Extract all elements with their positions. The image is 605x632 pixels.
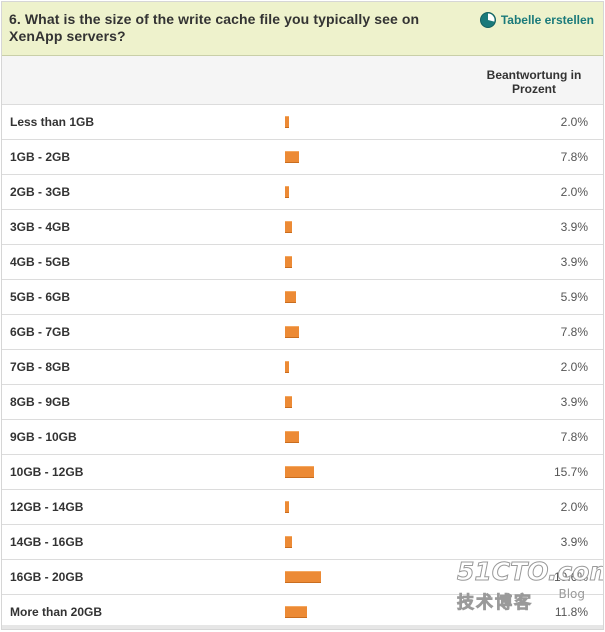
response-row: 5GB - 6GB 5.9% <box>2 280 603 315</box>
response-bar <box>285 186 289 198</box>
row-label: 4GB - 5GB <box>10 255 71 269</box>
response-row: 9GB - 10GB 7.8% <box>2 420 603 455</box>
response-bar <box>285 501 289 513</box>
bottom-border-strip <box>2 625 603 629</box>
row-label: 3GB - 4GB <box>10 220 71 234</box>
response-row: 14GB - 16GB 3.9% <box>2 525 603 560</box>
row-percent-value: 3.9% <box>560 395 588 409</box>
response-row: 10GB - 12GB 15.7% <box>2 455 603 490</box>
response-row: 7GB - 8GB 2.0% <box>2 350 603 385</box>
response-row: Less than 1GB 2.0% <box>2 105 603 140</box>
response-row: More than 20GB 11.8% <box>2 595 603 629</box>
response-bar <box>285 466 314 478</box>
column-header-row: Beantwortung in Prozent <box>2 56 603 105</box>
row-percent-value: 2.0% <box>560 500 588 514</box>
response-bar <box>285 256 292 268</box>
row-percent-value: 7.8% <box>560 430 588 444</box>
response-row: 3GB - 4GB 3.9% <box>2 210 603 245</box>
row-label: 12GB - 14GB <box>10 500 84 514</box>
response-row: 4GB - 5GB 3.9% <box>2 245 603 280</box>
response-bar <box>285 151 299 163</box>
response-rows: Less than 1GB 2.0% 1GB - 2GB 7.8% 2GB - 3GB 2… <box>2 105 603 629</box>
response-row: 6GB - 7GB 7.8% <box>2 315 603 350</box>
row-percent-value: 3.9% <box>560 255 588 269</box>
create-table-button[interactable]: Tabelle erstellen <box>479 12 594 28</box>
response-bar <box>285 606 307 618</box>
row-label: Less than 1GB <box>10 115 95 129</box>
response-row: 8GB - 9GB 3.9% <box>2 385 603 420</box>
response-bar <box>285 291 296 303</box>
pie-chart-icon <box>479 12 496 28</box>
row-percent-value: 7.8% <box>560 325 588 339</box>
row-label: More than 20GB <box>10 605 103 619</box>
response-bar <box>285 571 321 583</box>
response-row: 2GB - 3GB 2.0% <box>2 175 603 210</box>
row-label: 7GB - 8GB <box>10 360 71 374</box>
response-bar <box>285 431 299 443</box>
response-percent-header: Beantwortung in Prozent <box>486 68 582 96</box>
response-bar <box>285 361 289 373</box>
row-percent-value: 15.7% <box>553 465 588 479</box>
response-row: 12GB - 14GB 2.0% <box>2 490 603 525</box>
row-label: 5GB - 6GB <box>10 290 71 304</box>
response-bar <box>285 221 292 233</box>
row-percent-value: 3.9% <box>560 220 588 234</box>
response-bar <box>285 326 299 338</box>
row-label: 9GB - 10GB <box>10 430 77 444</box>
response-bar <box>285 396 292 408</box>
row-percent-value: 11.8% <box>554 605 588 619</box>
row-percent-value: 7.8% <box>560 150 588 164</box>
row-percent-value: 19.6% <box>553 570 588 584</box>
row-label: 6GB - 7GB <box>10 325 71 339</box>
row-label: 14GB - 16GB <box>10 535 84 549</box>
row-label: 1GB - 2GB <box>10 150 71 164</box>
row-label: 8GB - 9GB <box>10 395 71 409</box>
row-label: 2GB - 3GB <box>10 185 71 199</box>
row-percent-value: 2.0% <box>560 185 588 199</box>
response-bar <box>285 116 289 128</box>
row-percent-value: 3.9% <box>560 535 588 549</box>
response-row: 1GB - 2GB 7.8% <box>2 140 603 175</box>
row-label: 10GB - 12GB <box>10 465 84 479</box>
create-table-label: Tabelle erstellen <box>500 13 594 27</box>
response-bar <box>285 536 292 548</box>
response-row: 16GB - 20GB 19.6% <box>2 560 603 595</box>
question-header: 6. What is the size of the write cache f… <box>2 2 603 56</box>
row-label: 16GB - 20GB <box>10 570 84 584</box>
question-title: 6. What is the size of the write cache f… <box>9 11 420 44</box>
row-percent-value: 2.0% <box>560 115 588 129</box>
row-percent-value: 5.9% <box>560 290 588 304</box>
row-percent-value: 2.0% <box>560 360 588 374</box>
